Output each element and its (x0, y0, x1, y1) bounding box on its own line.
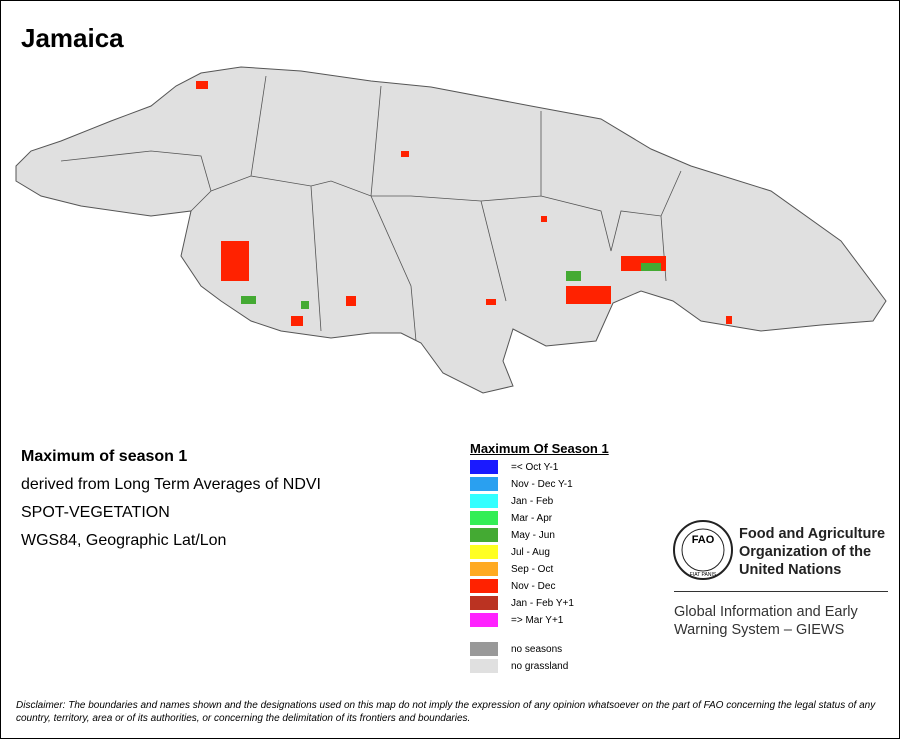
legend-swatch (470, 545, 498, 559)
legend-item: Sep - Oct (470, 562, 553, 576)
legend-label: Mar - Apr (511, 512, 553, 524)
map-info: Maximum of season 1 derived from Long Ter… (21, 448, 321, 560)
org-name-line: United Nations (739, 562, 842, 578)
legend-label: Sep - Oct (511, 563, 554, 575)
legend-swatch (470, 528, 498, 542)
legend-swatch (470, 562, 498, 576)
legend-swatch (470, 579, 498, 593)
legend-title: Maximum Of Season 1 (470, 441, 609, 456)
island (15, 66, 887, 394)
legend-label: => Mar Y+1 (511, 614, 564, 626)
legend-label: Nov - Dec (511, 580, 556, 592)
season-pixels (196, 81, 732, 326)
legend-swatch (470, 596, 498, 610)
divider (674, 591, 888, 592)
legend-label: no grassland (511, 660, 569, 672)
logo-text: FAO (692, 534, 715, 546)
legend-label: Jan - Feb (511, 495, 554, 507)
legend-item: Nov - Dec Y-1 (470, 477, 573, 491)
org-system: Global Information and Early Warning Syst… (674, 603, 858, 639)
legend-swatch (470, 511, 498, 525)
legend-item: Mar - Apr (470, 511, 552, 525)
org-system-line: Global Information and Early (674, 604, 858, 620)
fao-logo: FAO FIAT PANIS (673, 520, 733, 580)
legend-item: => Mar Y+1 (470, 613, 563, 627)
legend-item: Nov - Dec (470, 579, 555, 593)
org-name: Food and Agriculture Organization of the U… (739, 525, 885, 579)
legend-item: Jan - Feb (470, 494, 553, 508)
legend-label: Nov - Dec Y-1 (511, 478, 573, 490)
map-title: Jamaica (21, 23, 124, 53)
legend-label: =< Oct Y-1 (511, 461, 559, 473)
legend-item: Jul - Aug (470, 545, 550, 559)
legend-item: Jan - Feb Y+1 (470, 596, 574, 610)
season-pixels-green (241, 263, 661, 309)
legend-label: Jan - Feb Y+1 (511, 597, 574, 609)
info-line: WGS84, Geographic Lat/Lon (21, 532, 227, 549)
logo-motto: FIAT PANIS (690, 572, 717, 578)
org-name-line: Food and Agriculture (739, 526, 886, 542)
info-line: SPOT-VEGETATION (21, 504, 170, 521)
legend-swatch (470, 613, 498, 627)
legend-item: =< Oct Y-1 (470, 460, 558, 474)
legend-label: May - Jun (511, 529, 555, 541)
map (15, 66, 887, 394)
info-line: derived from Long Term Averages of NDVI (21, 476, 321, 493)
legend-label: no seasons (511, 643, 563, 655)
legend-label: Jul - Aug (511, 546, 550, 558)
org-system-line: Warning System – GIEWS (674, 622, 845, 638)
legend-swatch (470, 642, 498, 656)
legend-item: no grassland (470, 659, 568, 673)
parish-boundaries (60, 75, 682, 342)
legend-item: no seasons (470, 642, 562, 656)
disclaimer: Disclaimer: The boundaries and names sho… (16, 700, 876, 724)
info-line: Maximum of season 1 (21, 448, 188, 465)
legend-swatch (470, 659, 498, 673)
org-name-line: Organization of the (739, 544, 872, 560)
legend-swatch (470, 460, 498, 474)
legend-swatch (470, 477, 498, 491)
legend-swatch (470, 494, 498, 508)
legend-item: May - Jun (470, 528, 555, 542)
